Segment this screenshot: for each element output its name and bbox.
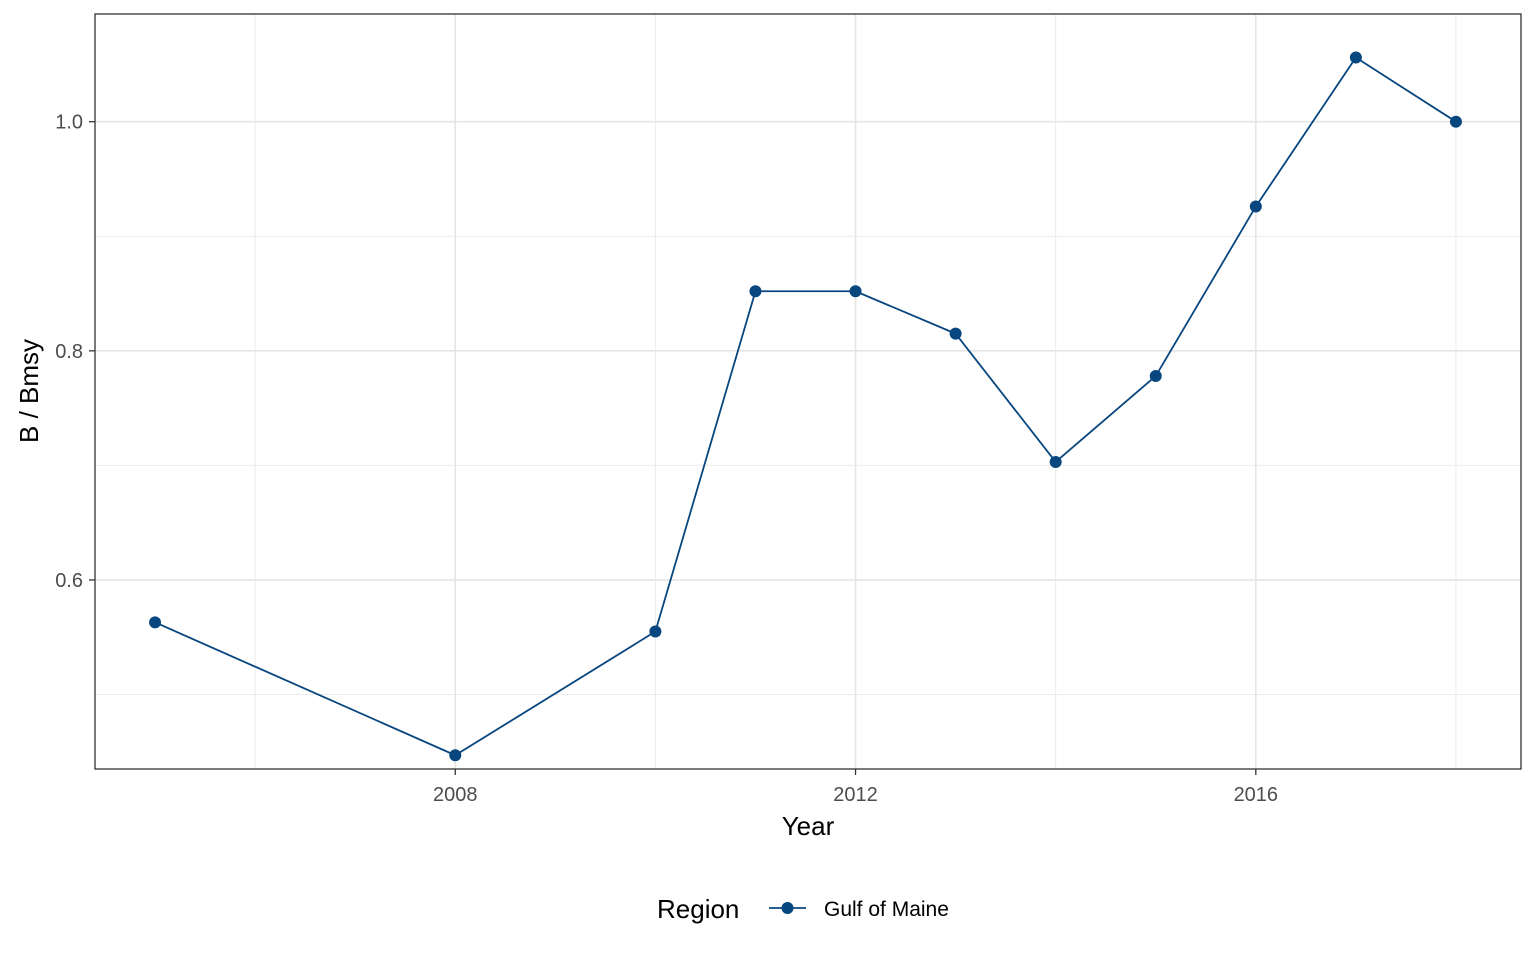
series-layer	[149, 51, 1462, 762]
legend-label-gulf-of-maine: Gulf of Maine	[824, 898, 949, 921]
data-point	[849, 285, 862, 298]
minor-gridlines	[95, 14, 1521, 769]
y-tick-label: 1.0	[55, 112, 83, 134]
data-point	[649, 625, 662, 638]
y-tick-label: 0.6	[55, 570, 83, 592]
y-tick-label: 0.8	[55, 341, 83, 363]
y-axis: 0.6 0.8 1.0	[55, 112, 95, 592]
data-point	[449, 749, 462, 762]
legend-key-point	[781, 902, 794, 914]
data-point	[1449, 115, 1462, 128]
data-point	[1249, 200, 1262, 213]
x-tick-label: 2008	[433, 784, 478, 806]
x-tick-label: 2012	[833, 784, 878, 806]
data-point	[1149, 370, 1162, 383]
data-point	[1049, 455, 1062, 468]
major-gridlines	[95, 14, 1521, 769]
x-axis: 2008 2012 2016	[433, 769, 1278, 806]
x-axis-title: Year	[782, 811, 835, 841]
data-point	[949, 327, 962, 340]
legend: Region Gulf of Maine	[657, 894, 949, 924]
legend-title: Region	[657, 894, 739, 924]
y-axis-title: B / Bmsy	[14, 339, 44, 443]
data-point	[1349, 51, 1362, 64]
data-point	[749, 285, 762, 298]
plot-border	[94, 13, 1522, 770]
x-tick-label: 2016	[1234, 784, 1279, 806]
plot-background	[95, 14, 1521, 769]
data-point	[149, 616, 162, 629]
